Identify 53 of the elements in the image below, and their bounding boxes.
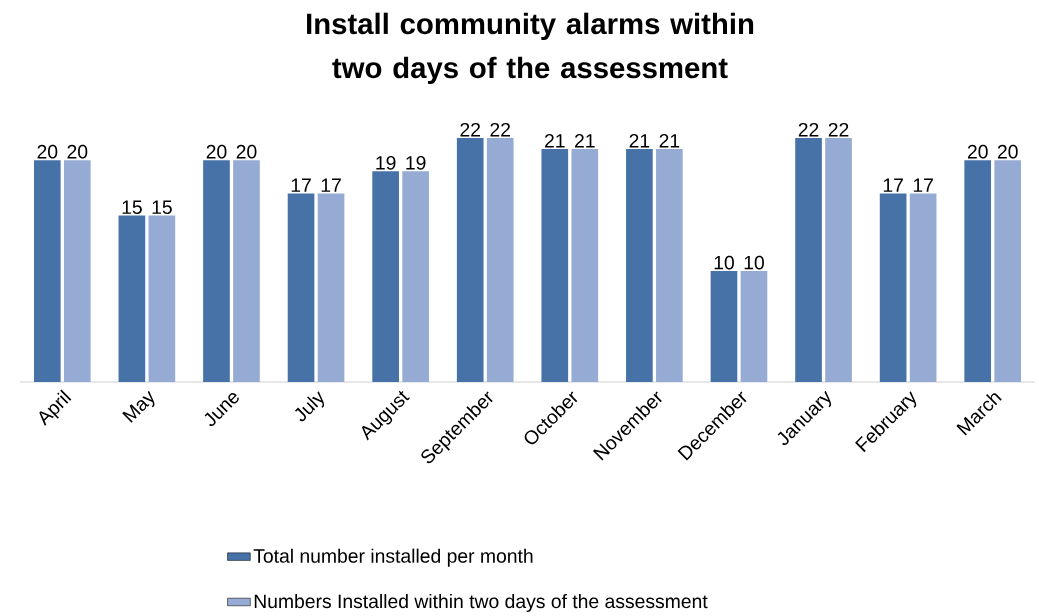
bar	[795, 137, 822, 382]
bar	[486, 137, 514, 382]
data-label: 17	[291, 178, 311, 192]
bar	[287, 193, 315, 382]
data-label: 22	[828, 122, 849, 137]
bar	[402, 171, 429, 382]
bar	[33, 160, 61, 382]
bar	[879, 193, 907, 382]
data-label: 19	[406, 155, 426, 170]
data-label: 22	[798, 122, 819, 137]
data-label: 21	[545, 133, 565, 148]
bar	[148, 215, 176, 382]
bar	[233, 160, 260, 382]
data-label: 17	[913, 178, 933, 192]
data-label: 10	[714, 255, 734, 270]
bar	[317, 193, 345, 382]
bar	[571, 149, 599, 382]
data-label: 17	[883, 178, 903, 192]
data-label: 20	[997, 144, 1018, 159]
bar	[909, 193, 937, 382]
bar	[541, 149, 569, 382]
bar	[626, 149, 653, 382]
bar	[994, 160, 1022, 382]
bar	[964, 160, 992, 382]
bar	[372, 171, 399, 382]
bar	[710, 271, 738, 382]
data-label: 19	[376, 155, 396, 170]
data-label: 15	[152, 200, 172, 215]
data-label: 20	[67, 144, 88, 159]
data-label: 22	[490, 122, 510, 137]
legend-label: Total number installed per month	[253, 548, 533, 567]
data-label: 21	[575, 133, 595, 148]
data-label: 15	[122, 200, 142, 215]
data-label: 20	[236, 144, 257, 159]
data-label: 10	[744, 255, 764, 270]
chart-title: Install community alarms within two days of the assessment	[307, 12, 754, 85]
bar	[825, 137, 852, 382]
x-tick-label: May	[122, 390, 155, 423]
data-label: 21	[629, 133, 650, 148]
data-label: 20	[206, 144, 227, 159]
bar	[118, 215, 146, 382]
data-label: 21	[659, 133, 680, 148]
bar	[456, 137, 484, 382]
data-label: 20	[967, 144, 988, 159]
legend-label: Numbers Installed within two days of the assessment	[254, 593, 708, 612]
data-label: 20	[37, 144, 58, 159]
bar	[203, 160, 230, 382]
bar	[656, 149, 683, 382]
x-tick-label: July	[294, 391, 325, 422]
bar	[63, 160, 91, 382]
data-label: 17	[321, 178, 341, 192]
bar	[740, 271, 768, 382]
data-label: 22	[460, 122, 480, 137]
